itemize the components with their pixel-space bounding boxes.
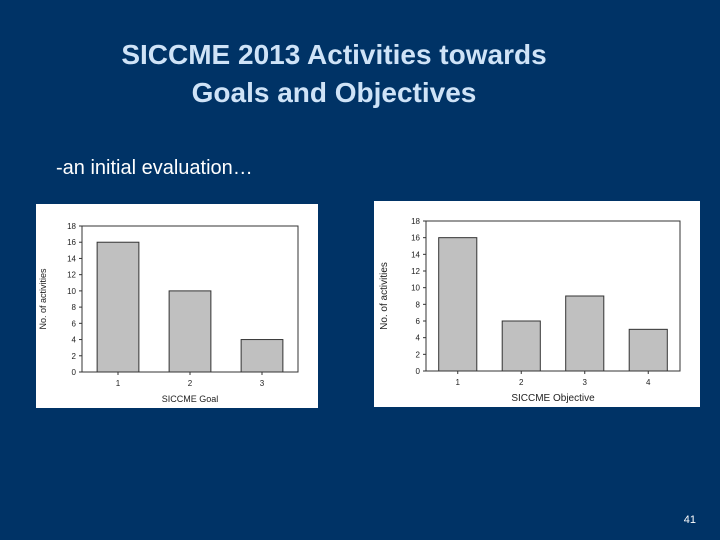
y-tick-label: 0 [72,368,77,377]
page-number: 41 [683,514,696,526]
x-tick-label: 1 [456,378,461,387]
slide-title: SICCME 2013 Activities towards Goals and… [121,39,547,108]
y-tick-label: 8 [416,300,421,309]
y-tick-label: 4 [416,334,421,343]
y-tick-label: 14 [411,250,420,259]
bar [628,328,668,372]
y-tick-label: 6 [72,319,77,328]
plot-frame [425,220,681,372]
y-tick-label: 16 [411,234,420,243]
bar [438,237,478,372]
y-tick-label: 10 [67,287,76,296]
x-axis-label: SICCME Goal [162,394,219,404]
bar [565,295,605,372]
y-tick-label: 4 [72,336,77,345]
objective-chart: 0 2 4 6 8 10 12 14 16 18 1 2 3 4 SICCME Objective No. o… [374,201,700,407]
y-tick-label: 2 [416,350,421,359]
y-tick-label: 18 [67,222,76,231]
bar [240,339,284,373]
y-tick-label: 12 [411,267,420,276]
x-axis-label: SICCME Objective [511,393,595,404]
y-tick-label: 14 [67,254,76,263]
bar [168,290,212,373]
x-tick-label: 3 [583,378,588,387]
y-tick-label: 6 [416,317,421,326]
y-tick-label: 2 [72,352,77,361]
bar [96,241,140,373]
x-tick-label: 2 [519,378,524,387]
x-tick-label: 1 [116,379,121,388]
y-tick-label: 16 [67,238,76,247]
y-tick-label: 0 [416,367,421,376]
x-tick-label: 2 [188,379,193,388]
y-tick-label: 12 [67,271,76,280]
y-tick-label: 10 [411,284,420,293]
y-axis-label: No. of activities [379,262,390,330]
bar [501,320,541,372]
x-tick-label: 3 [260,379,265,388]
y-tick-label: 18 [411,217,420,226]
y-tick-label: 8 [72,303,77,312]
slide-subtitle: -an initial evaluation… [56,157,253,179]
goal-chart: 0 2 4 6 8 10 12 14 16 18 1 2 3 SICCME Goal No. of acti… [36,204,318,408]
y-axis-label: No. of activities [38,268,48,330]
x-tick-label: 4 [646,378,651,387]
